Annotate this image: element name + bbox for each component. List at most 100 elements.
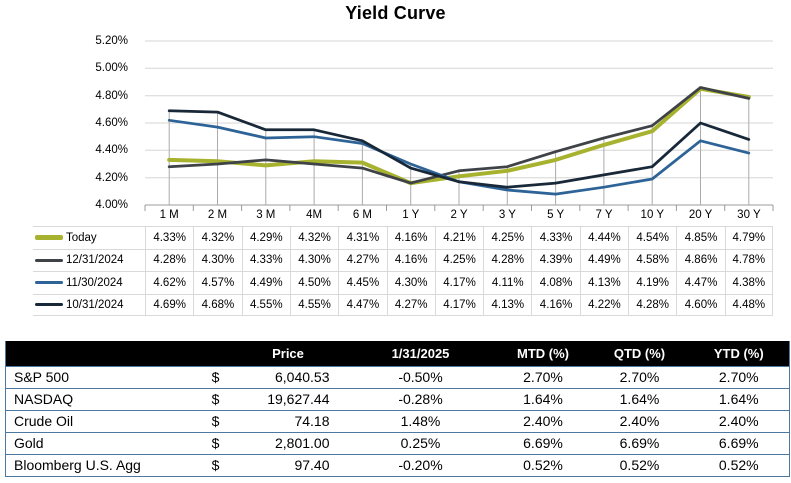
data-table-value: 4.25%: [483, 226, 532, 249]
data-table-value: 4.11%: [483, 271, 532, 294]
market-row: Bloomberg U.S. Agg $97.40 -0.20% 0.52% 0.52%…: [5, 454, 790, 476]
data-table-value: 4.55%: [241, 293, 290, 316]
x-tick-label: 1 Y: [402, 209, 420, 221]
data-table-value: 4.17%: [434, 293, 484, 316]
data-table-value: 4.32%: [289, 226, 339, 249]
mtd-value: 1.64%: [523, 391, 563, 407]
y-tick-label: 4.20%: [95, 171, 128, 184]
data-table-value: 4.44%: [579, 226, 629, 249]
x-tick-label: 2 M: [207, 209, 228, 221]
yield-curve-plot: [144, 40, 774, 213]
data-table-value: 4.16%: [531, 293, 580, 316]
x-tick-label: 4M: [306, 209, 323, 221]
day-change: 1.48%: [400, 413, 441, 429]
data-table-value: 4.16%: [386, 226, 435, 249]
mtd-value: 6.69%: [523, 435, 563, 451]
chart-data-table: Today 4.33% 4.32% 4.29% 4.32% 4.31% 4.16% 4.21%…: [33, 226, 773, 316]
y-axis-labels: 5.20% 5.00% 4.80% 4.60% 4.40% 4.20% 4.00%: [58, 35, 138, 211]
ytd-value: 0.52%: [718, 457, 759, 473]
data-table-value: 4.62%: [145, 271, 194, 294]
legend-row-today: Today: [33, 226, 145, 249]
data-table-value: 4.45%: [338, 271, 387, 294]
legend-row-oct-31-2024: 10/31/2024: [33, 293, 145, 316]
legend-label: 10/31/2024: [66, 298, 124, 311]
data-table-value: 4.85%: [676, 226, 725, 249]
data-table-value: 4.19%: [628, 271, 677, 294]
mtd-value: 2.70%: [523, 369, 563, 385]
x-tick-label: 2 Y: [450, 209, 468, 221]
day-change: -0.50%: [398, 369, 443, 385]
x-tick-label: 10 Y: [640, 209, 664, 221]
asset-name: Gold: [14, 435, 44, 451]
market-row: Gold $2,801.00 0.25% 6.69% 6.69% 6.69%: [5, 432, 790, 454]
market-performance-table: Price 1/31/2025 MTD (%) QTD (%) YTD (%) S&P …: [5, 341, 790, 477]
data-table-value: 4.47%: [676, 271, 725, 294]
data-table-value: 4.54%: [628, 226, 677, 249]
y-tick-label: 4.40%: [95, 144, 128, 157]
price-value: 19,627.44: [267, 391, 330, 407]
market-row: Crude Oil $74.18 1.48% 2.40% 2.40% 2.40%: [5, 410, 790, 432]
data-table-value: 4.21%: [434, 226, 484, 249]
data-table-value: 4.47%: [338, 293, 387, 316]
data-table-value: 4.49%: [241, 271, 290, 294]
day-change: 0.25%: [400, 435, 441, 451]
legend-label: 11/30/2024: [66, 276, 123, 289]
data-table-value: 4.55%: [289, 293, 339, 316]
price-value: 2,801.00: [275, 435, 330, 451]
currency-symbol: $: [211, 457, 220, 473]
data-table-value: 4.38%: [724, 271, 773, 294]
data-table-value: 4.28%: [483, 248, 532, 271]
market-table-body: S&P 500 $6,040.53 -0.50% 2.70% 2.70% 2.70% NAS…: [5, 366, 790, 476]
data-table-value: 4.25%: [434, 248, 484, 271]
day-change: -0.20%: [398, 457, 443, 473]
x-tick-label: 5 Y: [547, 209, 565, 221]
y-tick-label: 4.80%: [95, 89, 128, 102]
data-table-value: 4.69%: [145, 293, 194, 316]
data-table-value: 4.13%: [483, 293, 532, 316]
currency-symbol: $: [211, 413, 220, 429]
data-table-value: 4.39%: [531, 248, 580, 271]
legend-label: 12/31/2024: [66, 254, 124, 267]
x-tick-label: 1 M: [159, 209, 179, 221]
qtd-value: 6.69%: [619, 435, 660, 451]
y-tick-label: 4.60%: [95, 117, 128, 129]
series-line-dec-31-2024: [167, 86, 751, 185]
market-col-header: MTD (%): [495, 341, 591, 366]
data-table-value: 4.50%: [289, 271, 339, 294]
qtd-value: 0.52%: [619, 457, 660, 473]
asset-name: Bloomberg U.S. Agg: [14, 457, 141, 473]
data-table-value: 4.86%: [676, 248, 725, 271]
legend-row-nov-30-2024: 11/30/2024: [33, 271, 145, 294]
mtd-value: 2.40%: [523, 413, 563, 429]
data-table-value: 4.27%: [338, 248, 387, 271]
data-table-value: 4.13%: [579, 271, 629, 294]
data-table-value: 4.49%: [579, 248, 629, 271]
ytd-value: 2.40%: [718, 413, 759, 429]
market-col-header: QTD (%): [590, 341, 689, 366]
x-tick-label: 30 Y: [737, 209, 761, 221]
currency-symbol: $: [211, 369, 220, 385]
y-tick-label: 4.00%: [95, 199, 128, 211]
data-table-value: 4.33%: [531, 226, 580, 249]
data-table-value: 4.28%: [628, 293, 677, 316]
data-table-value: 4.30%: [386, 271, 435, 294]
data-table-value: 4.16%: [386, 248, 435, 271]
ytd-value: 2.70%: [718, 369, 759, 385]
ytd-value: 6.69%: [718, 435, 759, 451]
data-table-value: 4.33%: [145, 226, 194, 249]
legend-key-oct-31-2024: [35, 303, 63, 307]
data-table-value: 4.60%: [676, 293, 725, 316]
data-table-value: 4.58%: [628, 248, 677, 271]
y-tick-label: 5.00%: [95, 62, 128, 75]
data-table-value: 4.08%: [531, 271, 580, 294]
x-axis-labels: 1 M 2 M 3 M 4M 6 M 1 Y 2 Y 3 Y 5 Y 7 Y 10 Y 20 Y 30 …: [145, 206, 773, 224]
x-tick-label: 7 Y: [595, 209, 613, 221]
data-table-value: 4.48%: [724, 293, 773, 316]
x-tick-label: 3 M: [256, 209, 276, 221]
series-line-today: [167, 86, 751, 186]
data-table-value: 4.17%: [434, 271, 484, 294]
data-table-value: 4.68%: [193, 293, 242, 316]
market-col-header: YTD (%): [688, 341, 790, 366]
legend-label: Today: [66, 231, 97, 244]
